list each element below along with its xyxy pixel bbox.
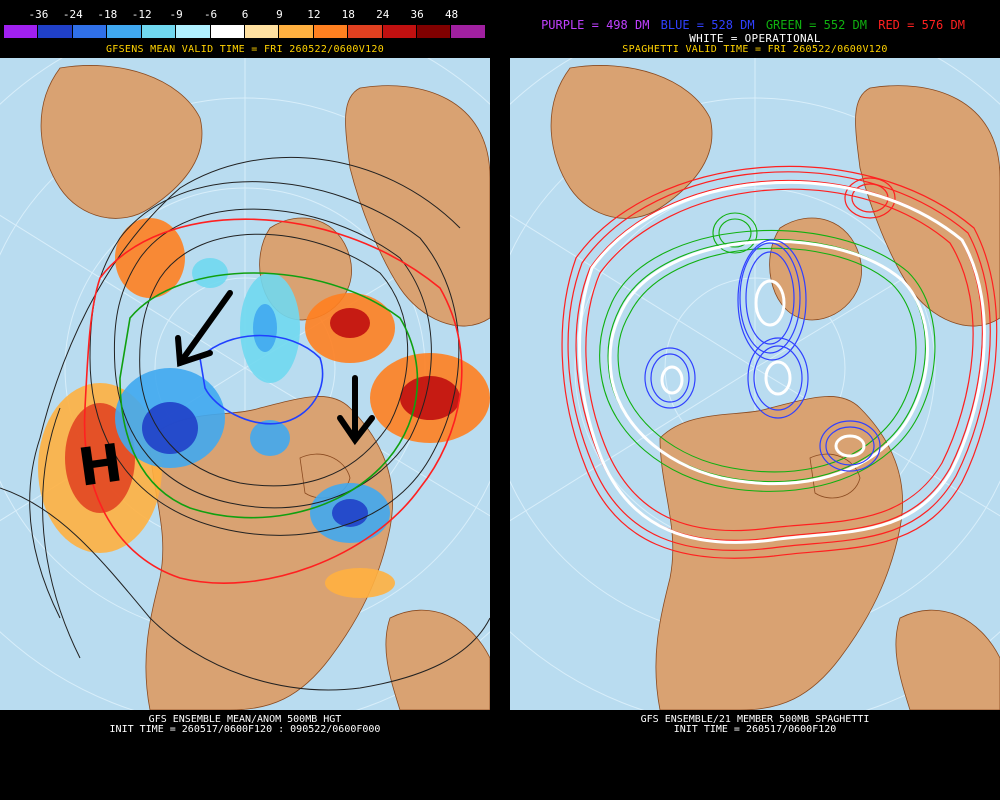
colorbar-swatch (38, 25, 73, 38)
legend-red: RED = 576 DM (878, 18, 965, 32)
landmasses (550, 65, 1000, 710)
colorbar-swatch (141, 25, 177, 38)
operational-576-contour (578, 180, 986, 544)
colorbar-swatch (107, 25, 142, 38)
colorbar-label: -6 (203, 8, 218, 21)
colorbar-label: 48 (444, 8, 459, 21)
colorbar-label: -12 (131, 8, 152, 21)
colorbar-swatch (176, 25, 211, 38)
right-valid-time: SPAGHETTI VALID TIME = FRI 260522/0600V1… (622, 44, 888, 55)
right-caption-1: GFS ENSEMBLE/21 MEMBER 500MB SPAGHETTI (640, 714, 870, 725)
colorbar-swatch (417, 25, 452, 38)
blue-528-contours (644, 239, 881, 472)
left-caption-1: GFS ENSEMBLE MEAN/ANOM 500MB HGT (148, 714, 342, 725)
operational-528-contours (660, 279, 866, 458)
colorbar-swatch (382, 25, 418, 38)
colorbar-label: -24 (62, 8, 83, 21)
colorbar-swatch (4, 25, 39, 38)
colorbar-swatch (313, 25, 349, 38)
anomaly-colorbar: -36 -24 -18 -12 -9 -6 6 9 12 18 24 36 48 (4, 8, 486, 38)
colorbar-label: 18 (341, 8, 355, 21)
colorbar-label: 36 (410, 8, 424, 21)
right-caption-2: INIT TIME = 260517/0600F120 (673, 724, 837, 735)
left-valid-time: GFSENS MEAN VALID TIME = FRI 260522/0600… (105, 44, 385, 55)
colorbar-swatch (451, 25, 486, 38)
height-contours (0, 156, 490, 691)
colorbar-label: -9 (169, 8, 183, 21)
colorbar-swatch (244, 25, 280, 38)
left-caption-2: INIT TIME = 260517/0600F120 : 090522/060… (109, 724, 381, 735)
contour-legend: PURPLE = 498 DM BLUE = 528 DM GREEN = 55… (510, 18, 1000, 32)
arrow-2-head (337, 415, 375, 446)
spaghetti-panel: PURPLE = 498 DM BLUE = 528 DM GREEN = 55… (510, 0, 1000, 800)
colorbar-label: 6 (241, 8, 249, 21)
spaghetti-map (510, 58, 1000, 710)
colorbar-swatch (279, 25, 314, 38)
colorbar-swatch (72, 25, 108, 38)
panel-divider (490, 0, 510, 800)
colorbar-label: 12 (307, 8, 321, 21)
ensemble-mean-map: H (0, 58, 490, 710)
high-pressure-marker: H (75, 433, 126, 498)
colorbar-label: 24 (376, 8, 390, 21)
arrow-1-head (175, 335, 213, 368)
highlight-contours (83, 218, 463, 584)
colorbar-swatch (348, 25, 383, 38)
colorbar-label: -18 (97, 8, 118, 21)
colorbar-label: 9 (276, 8, 283, 21)
operational-552-contour (608, 239, 929, 486)
ensemble-mean-panel: -36 -24 -18 -12 -9 -6 6 9 12 18 24 36 48 GFSENS MEAN… (0, 0, 490, 800)
legend-blue: BLUE = 528 DM (660, 18, 755, 32)
legend-white: WHITE = OPERATIONAL (689, 32, 821, 45)
colorbar-swatch (210, 25, 245, 38)
colorbar-label: -36 (28, 8, 49, 21)
arrow-1 (177, 290, 233, 366)
anomaly-shading (38, 218, 490, 598)
legend-green: GREEN = 552 DM (765, 18, 867, 32)
hand-drawn-arrows (175, 290, 375, 446)
legend-purple: PURPLE = 498 DM (541, 18, 650, 32)
